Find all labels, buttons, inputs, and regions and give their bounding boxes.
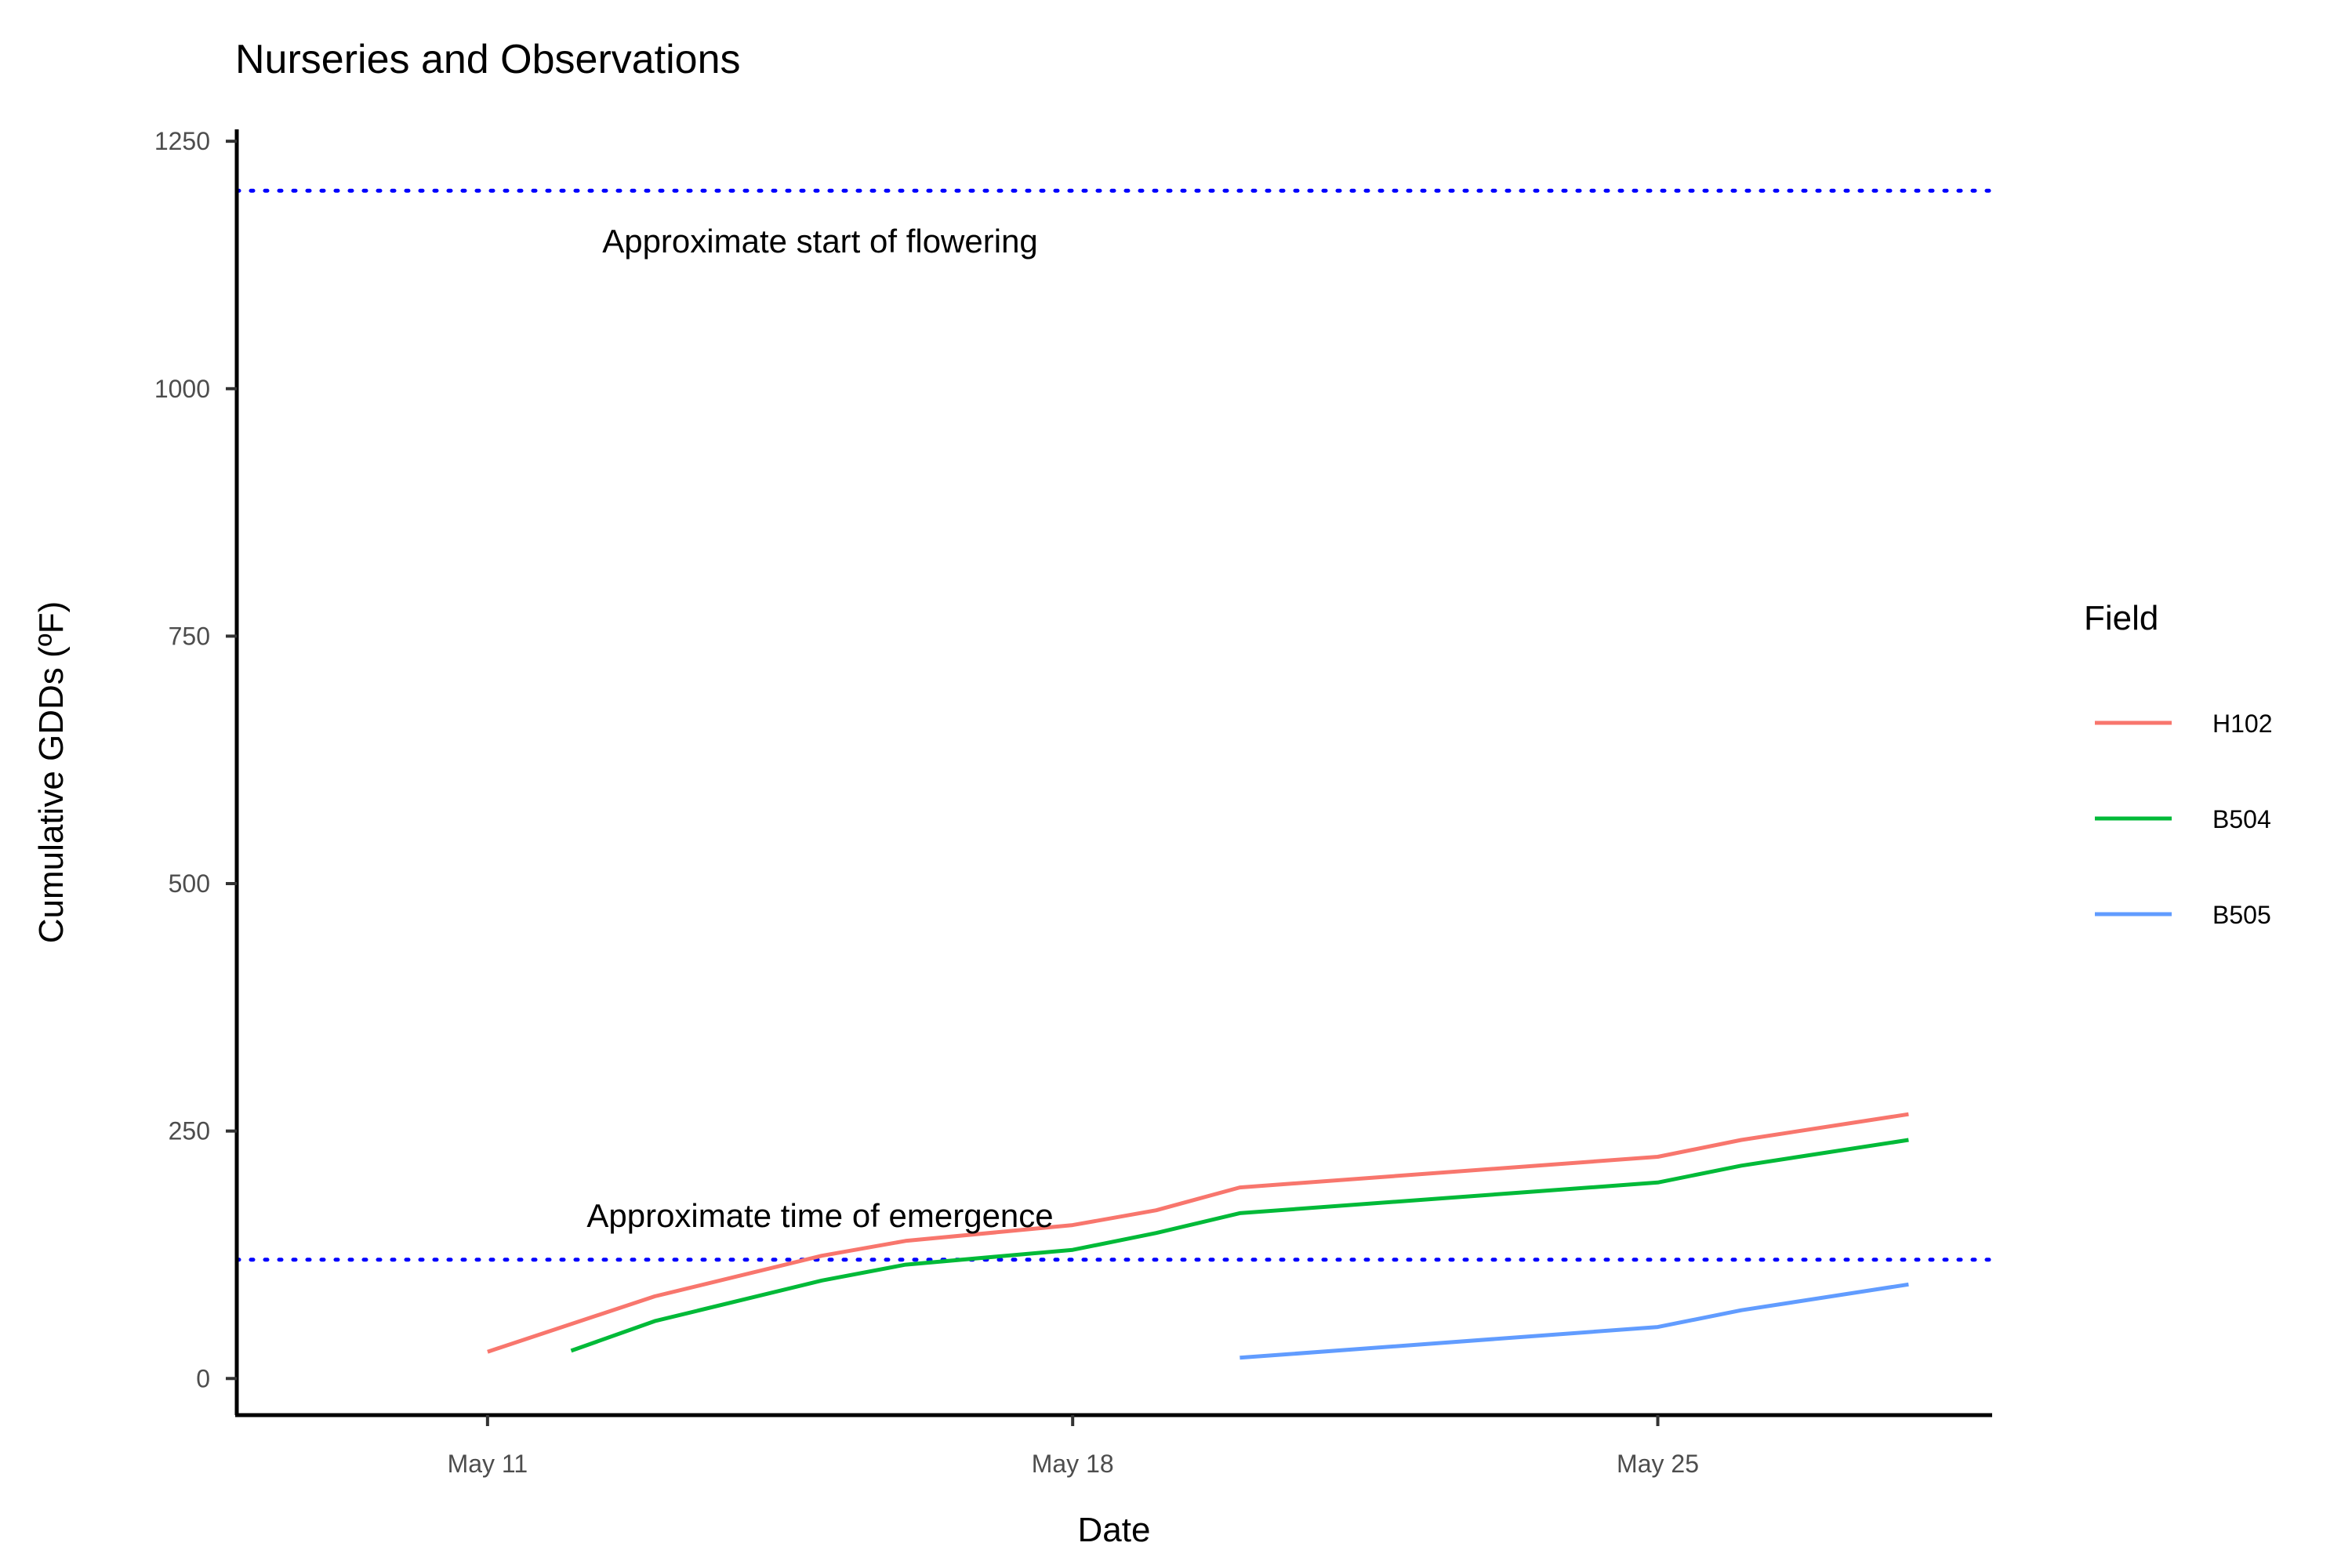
annotation-emergence: Approximate time of emergence	[586, 1197, 1053, 1234]
y-axis-title: Cumulative GDDs (ºF)	[32, 601, 71, 944]
legend: Field H102 B504 B505	[2084, 599, 2273, 929]
y-tick-label: 0	[196, 1364, 210, 1392]
x-axis-title: Date	[1078, 1511, 1151, 1549]
y-tick-label: 750	[169, 622, 210, 650]
series-line-b504	[570, 1138, 1909, 1353]
x-tick-label: May 11	[448, 1450, 528, 1478]
legend-label-h102: H102	[2212, 710, 2273, 738]
y-tick-label: 1250	[154, 127, 210, 155]
annotation-flowering: Approximate start of flowering	[602, 223, 1038, 260]
legend-title: Field	[2084, 599, 2158, 637]
legend-label-b504: B504	[2212, 805, 2271, 833]
x-tick-label: May 25	[1617, 1450, 1699, 1478]
y-tick-label: 250	[169, 1117, 210, 1145]
chart-title: Nurseries and Observations	[235, 37, 741, 82]
series-line-h102	[487, 1112, 1909, 1354]
plot-area	[234, 188, 1994, 1360]
series-line-b505	[1240, 1282, 1909, 1360]
legend-label-b505: B505	[2212, 901, 2271, 929]
x-tick-label: May 18	[1032, 1450, 1114, 1478]
y-tick-label: 1000	[154, 375, 210, 403]
y-tick-label: 500	[169, 869, 210, 898]
